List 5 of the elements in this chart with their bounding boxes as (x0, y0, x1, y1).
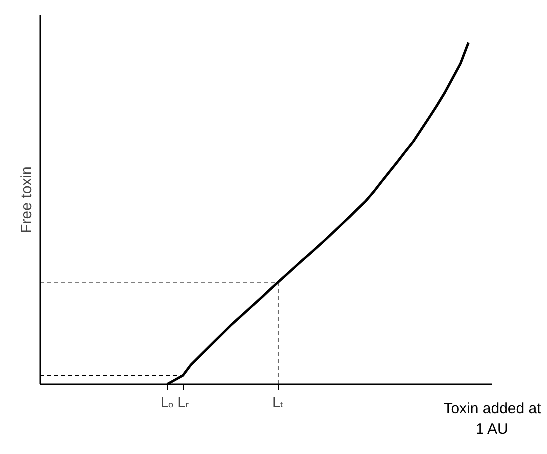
y-axis-title: Free toxin (18, 166, 36, 234)
x-tick-label: Lₜ (272, 396, 284, 412)
x-tick-label: Lᵣ (178, 396, 190, 412)
x-tick-label: Lₒ (160, 396, 174, 412)
x-axis-title: Toxin added at 1 AU (444, 400, 542, 438)
